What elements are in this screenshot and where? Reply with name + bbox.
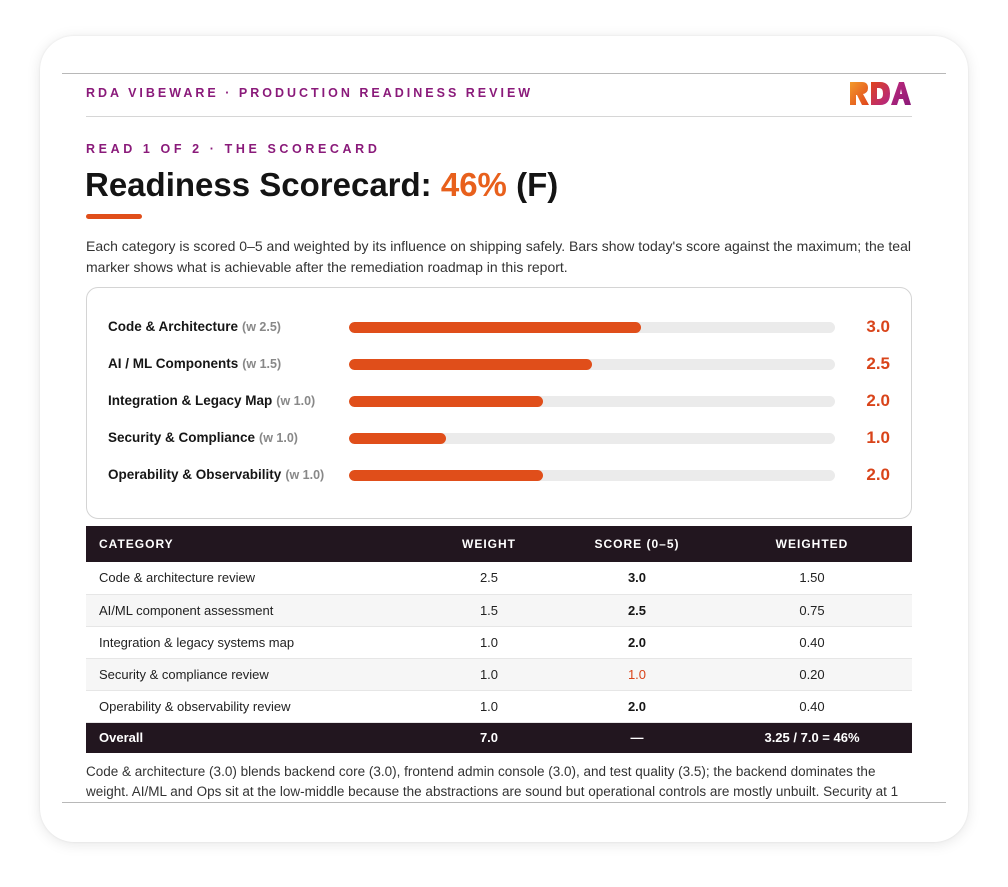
cell-weight: 1.0 xyxy=(416,658,562,691)
bar-fill xyxy=(349,322,641,333)
cell-category: Integration & legacy systems map xyxy=(86,626,416,659)
table-row: Integration & legacy systems map 1.0 2.0… xyxy=(86,626,912,659)
bar-category: Code & Architecture xyxy=(108,319,239,334)
bar-fill xyxy=(349,433,447,444)
title-underline xyxy=(86,214,142,219)
cell-score: 3.0 xyxy=(562,562,712,595)
bar-fill xyxy=(349,396,544,407)
column-header: CATEGORY xyxy=(86,526,416,562)
cell-category: AI/ML component assessment xyxy=(86,594,416,627)
title-prefix: Readiness Scorecard: xyxy=(85,166,441,203)
title-grade: (F) xyxy=(506,166,559,203)
total-category: Overall xyxy=(86,722,416,753)
bar-weight: (w 1.5) xyxy=(242,357,282,371)
cell-category: Operability & observability review xyxy=(86,690,416,723)
table-total-row: Overall 7.0 — 3.25 / 7.0 = 46% xyxy=(86,722,912,753)
column-header: WEIGHT xyxy=(416,526,562,562)
bar-row: Code & Architecture (w 2.5) 3.0 xyxy=(87,316,911,340)
cell-weighted: 1.50 xyxy=(712,562,912,595)
cell-weighted: 0.20 xyxy=(712,658,912,691)
score-bars-panel: Code & Architecture (w 2.5) 3.0 AI / ML C… xyxy=(86,287,912,519)
bar-value: 1.0 xyxy=(866,428,890,447)
rda-logo-icon xyxy=(850,82,911,105)
cell-score: 2.0 xyxy=(562,690,712,723)
report-page: RDA VIBEWARE · PRODUCTION READINESS REVI… xyxy=(40,36,968,842)
cell-category: Code & architecture review xyxy=(86,562,416,595)
bar-value: 2.0 xyxy=(866,465,890,484)
cell-weight: 2.5 xyxy=(416,562,562,595)
top-divider xyxy=(62,73,946,74)
column-header: SCORE (0–5) xyxy=(562,526,712,562)
table-row: AI/ML component assessment 1.5 2.5 0.75 xyxy=(86,594,912,627)
bar-weight: (w 1.0) xyxy=(285,468,325,482)
footnote-paragraph: Code & architecture (3.0) blends backend… xyxy=(86,764,899,799)
bar-value: 2.5 xyxy=(866,354,890,373)
column-header: WEIGHTED xyxy=(712,526,912,562)
scorecard-table: CATEGORY WEIGHT SCORE (0–5) WEIGHTED Cod… xyxy=(86,526,912,753)
bar-weight: (w 1.0) xyxy=(259,431,298,445)
total-weight: 7.0 xyxy=(416,722,562,753)
title-percent: 46% xyxy=(440,166,507,203)
bar-weight: (w 2.5) xyxy=(242,320,281,334)
total-weighted: 3.25 / 7.0 = 46% xyxy=(712,722,912,753)
header-divider xyxy=(86,116,912,117)
section-kicker: READ 1 OF 2 · THE SCORECARD xyxy=(86,142,381,156)
bar-track xyxy=(349,470,835,481)
cell-score: 2.5 xyxy=(562,594,712,627)
bar-label: Operability & Observability (w 1.0) xyxy=(108,467,324,482)
intro-paragraph: Each category is scored 0–5 and weighted… xyxy=(86,238,911,275)
bar-track xyxy=(349,359,835,370)
bar-category: Security & Compliance xyxy=(108,430,256,445)
table-row: Operability & observability review 1.0 2… xyxy=(86,690,912,723)
bar-category: Operability & Observability xyxy=(108,467,282,482)
bottom-divider xyxy=(62,802,946,803)
cell-score: 1.0 xyxy=(562,658,712,691)
cell-weighted: 0.75 xyxy=(712,594,912,627)
bar-row: Operability & Observability (w 1.0) 2.0 xyxy=(87,464,911,488)
cell-weighted: 0.40 xyxy=(712,690,912,723)
bar-value: 3.0 xyxy=(866,317,890,336)
bar-label: Code & Architecture (w 2.5) xyxy=(108,319,281,334)
bar-weight: (w 1.0) xyxy=(276,394,316,408)
table-row: Security & compliance review 1.0 1.0 0.2… xyxy=(86,658,912,691)
page-title: Readiness Scorecard: 46% (F) xyxy=(85,166,558,204)
bar-track xyxy=(349,322,835,333)
bar-label: Integration & Legacy Map (w 1.0) xyxy=(108,393,315,408)
bar-category: AI / ML Components xyxy=(108,356,239,371)
bar-label: Security & Compliance (w 1.0) xyxy=(108,430,298,445)
bar-track xyxy=(349,396,835,407)
cell-weight: 1.0 xyxy=(416,626,562,659)
cell-score: 2.0 xyxy=(562,626,712,659)
cell-weight: 1.0 xyxy=(416,690,562,723)
cell-weighted: 0.40 xyxy=(712,626,912,659)
bar-fill xyxy=(349,359,592,370)
total-score: — xyxy=(562,722,712,753)
brand-line: RDA VIBEWARE · PRODUCTION READINESS REVI… xyxy=(86,86,534,100)
cell-weight: 1.5 xyxy=(416,594,562,627)
footnote-clip: Code & architecture (3.0) blends backend… xyxy=(40,752,968,802)
bar-row: AI / ML Components (w 1.5) 2.5 xyxy=(87,353,911,377)
cell-category: Security & compliance review xyxy=(86,658,416,691)
bar-label: AI / ML Components (w 1.5) xyxy=(108,356,281,371)
bar-row: Security & Compliance (w 1.0) 1.0 xyxy=(87,427,911,451)
bar-row: Integration & Legacy Map (w 1.0) 2.0 xyxy=(87,390,911,414)
bar-track xyxy=(349,433,835,444)
table-header-row: CATEGORY WEIGHT SCORE (0–5) WEIGHTED xyxy=(86,526,912,562)
bar-value: 2.0 xyxy=(866,391,890,410)
table-row: Code & architecture review 2.5 3.0 1.50 xyxy=(86,562,912,595)
bar-category: Integration & Legacy Map xyxy=(108,393,273,408)
bar-fill xyxy=(349,470,544,481)
